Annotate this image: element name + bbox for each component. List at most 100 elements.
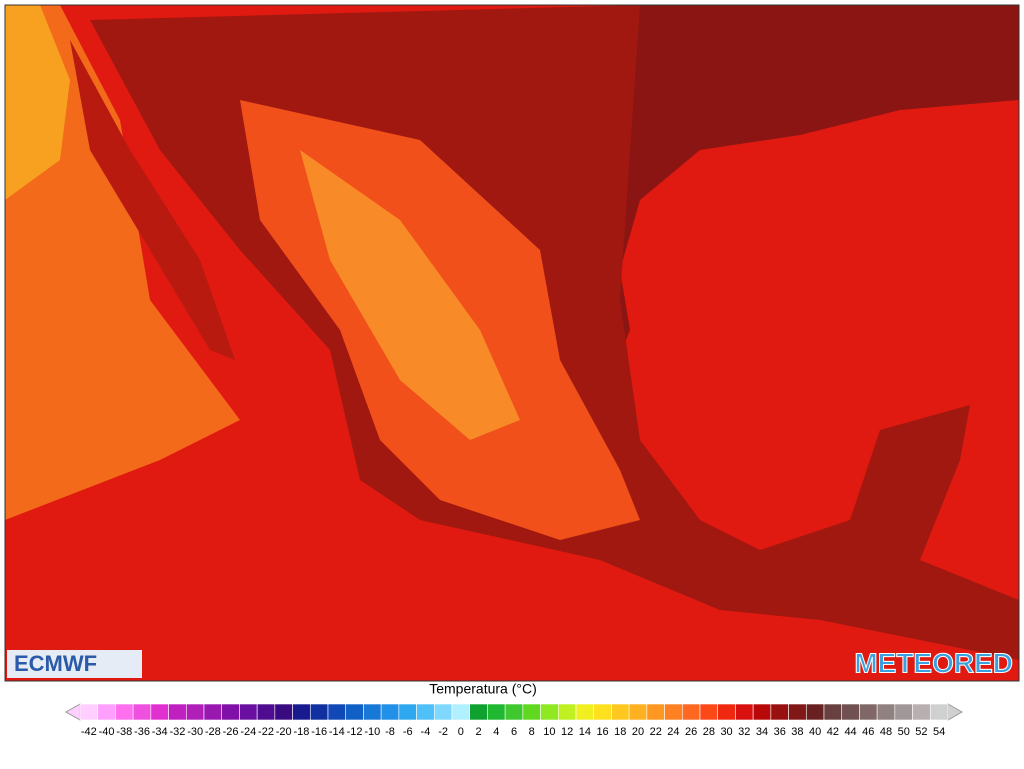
tick-label: 14: [579, 726, 591, 738]
tick-label: 18: [614, 726, 626, 738]
tick-label: 10: [543, 726, 555, 738]
tick-label: 40: [809, 726, 821, 738]
color-cell: [504, 703, 524, 721]
color-cell: [433, 703, 453, 721]
pacific-cool: [5, 5, 70, 200]
tick-label: -34: [152, 726, 168, 738]
logo-meteored: METEORED: [854, 647, 1013, 678]
tick-label: 52: [915, 726, 927, 738]
color-cell: [593, 703, 612, 721]
tick-label: -32: [169, 726, 185, 738]
color-cell: [876, 703, 896, 721]
color-cell: [185, 703, 205, 721]
color-cell: [451, 703, 471, 721]
tick-label: -38: [116, 726, 132, 738]
color-cell: [859, 703, 878, 721]
color-cell: [611, 703, 630, 721]
tick-label: -10: [364, 726, 380, 738]
color-cell: [398, 703, 417, 721]
tick-label: -20: [276, 726, 292, 738]
color-cell: [487, 703, 506, 721]
color-cell: [681, 703, 701, 721]
tick-label: 22: [650, 726, 662, 738]
tick-label: 6: [511, 726, 517, 738]
color-cell: [239, 703, 258, 721]
logo-ecmwf: ECMWF: [14, 651, 97, 676]
tick-label: 4: [493, 726, 499, 738]
tick-label: -24: [240, 726, 256, 738]
arrow-right: [947, 703, 964, 721]
color-cell: [380, 703, 400, 721]
tick-label: 42: [827, 726, 839, 738]
logo-box: [7, 650, 142, 678]
color-cell: [540, 703, 559, 721]
tick-label: -36: [134, 726, 150, 738]
color-cell: [664, 703, 683, 721]
color-cell: [841, 703, 860, 721]
tick-label: 24: [667, 726, 679, 738]
tick-label: 26: [685, 726, 697, 738]
color-cell: [575, 703, 595, 721]
tick-label: 30: [720, 726, 732, 738]
tick-label: 36: [774, 726, 786, 738]
color-cell: [203, 703, 223, 721]
tick-label: 12: [561, 726, 573, 738]
arrow-left: [64, 703, 81, 721]
legend-title: Temperatura (°C): [429, 681, 537, 697]
color-cell: [97, 703, 116, 721]
color-cell: [717, 703, 736, 721]
tick-label: 8: [529, 726, 535, 738]
tick-label: -40: [99, 726, 115, 738]
tick-label: -28: [205, 726, 221, 738]
tick-label: -30: [187, 726, 203, 738]
tick-label: -14: [329, 726, 345, 738]
tick-label: -26: [223, 726, 239, 738]
map: ECMWF METEORED: [4, 4, 1020, 682]
color-cell: [894, 703, 913, 721]
color-cell: [115, 703, 134, 721]
tick-label: -12: [347, 726, 363, 738]
color-cell: [557, 703, 577, 721]
color-cell: [646, 703, 665, 721]
color-cell: [823, 703, 843, 721]
color-cell: [132, 703, 152, 721]
color-cell: [150, 703, 169, 721]
color-cell: [469, 703, 488, 721]
color-cell: [168, 703, 187, 721]
usa-south: [560, 5, 1019, 380]
tick-label: 50: [898, 726, 910, 738]
color-cell: [345, 703, 364, 721]
tick-label: 34: [756, 726, 768, 738]
color-cell: [912, 703, 931, 721]
colorbar: -42 -40 -38 -36 -34 -32 -30 -28 -26 -24 -22 -20 -18-…: [64, 703, 964, 738]
tick-label: 16: [596, 726, 608, 738]
color-cell: [363, 703, 382, 721]
color-cell: [256, 703, 276, 721]
color-cell: [327, 703, 347, 721]
tick-label: 46: [862, 726, 874, 738]
color-cell: [805, 703, 825, 721]
pacific-warm: [5, 5, 240, 520]
tick-label: 20: [632, 726, 644, 738]
tick-label: -4: [421, 726, 431, 738]
tick-label: 54: [933, 726, 945, 738]
color-cell: [788, 703, 807, 721]
map-frame: [4, 4, 1020, 682]
tick-label: 48: [880, 726, 892, 738]
baja-california: [70, 40, 235, 360]
tick-label: 0: [458, 726, 464, 738]
tick-label: -18: [293, 726, 309, 738]
color-cell: [221, 703, 240, 721]
tick-label: 28: [703, 726, 715, 738]
tick-label: -2: [438, 726, 448, 738]
color-cell: [735, 703, 754, 721]
color-cell: [416, 703, 435, 721]
color-cell: [79, 703, 99, 721]
color-cell: [292, 703, 311, 721]
color-cell: [522, 703, 541, 721]
tick-label: 44: [844, 726, 856, 738]
color-cell: [770, 703, 789, 721]
tick-label: 2: [476, 726, 482, 738]
color-cell: [628, 703, 648, 721]
